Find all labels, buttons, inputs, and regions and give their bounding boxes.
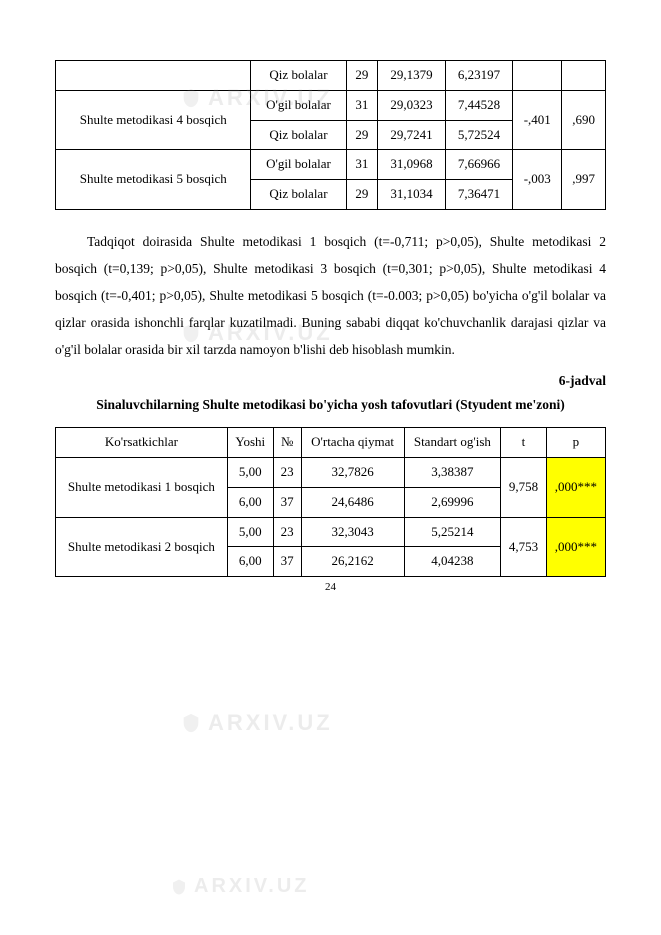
cell-group: O'gil bolalar [251,150,346,180]
cell-label: Shulte metodikasi 5 bosqich [56,150,251,210]
cell-t: -,003 [513,150,562,210]
table-row: Shulte metodikasi 5 bosqich O'gil bolala… [56,150,606,180]
cell-mean: 26,2162 [301,547,404,577]
col-sd: Standart og'ish [404,428,501,458]
cell-age: 5,00 [227,517,273,547]
cell-sd: 5,72524 [445,120,513,150]
cell-mean: 32,3043 [301,517,404,547]
cell-sd: 4,04238 [404,547,501,577]
cell-p: ,997 [562,150,606,210]
cell-n: 23 [273,517,301,547]
col-age: Yoshi [227,428,273,458]
table-number-label: 6-jadval [55,373,606,389]
cell-n: 31 [346,90,378,120]
cell-group: Qiz bolalar [251,120,346,150]
col-p: p [546,428,605,458]
cell-sd: 7,44528 [445,90,513,120]
cell-n: 31 [346,150,378,180]
watermark-logo: ARXIV.UZ [180,710,333,736]
cell-age: 6,00 [227,487,273,517]
cell-group: O'gil bolalar [251,90,346,120]
col-indicators: Ko'rsatkichlar [56,428,228,458]
cell-mean: 29,7241 [378,120,446,150]
cell-label: Shulte metodikasi 4 bosqich [56,90,251,150]
page-number: 24 [0,581,661,593]
cell-age: 5,00 [227,458,273,488]
table-shulte-age: Ko'rsatkichlar Yoshi № O'rtacha qiymat S… [55,427,606,577]
cell-mean: 31,0968 [378,150,446,180]
cell-p-highlighted: ,000*** [546,517,605,577]
col-n: № [273,428,301,458]
col-mean: O'rtacha qiymat [301,428,404,458]
cell-mean: 24,6486 [301,487,404,517]
cell-sd: 2,69996 [404,487,501,517]
cell-mean: 32,7826 [301,458,404,488]
cell-age: 6,00 [227,547,273,577]
cell-n: 37 [273,547,301,577]
cell-label: Shulte metodikasi 2 bosqich [56,517,228,577]
cell-p-highlighted: ,000*** [546,458,605,518]
cell-group: Qiz bolalar [251,61,346,91]
table-caption: Sinaluvchilarning Shulte metodikasi bo'y… [55,393,606,417]
cell-group: Qiz bolalar [251,180,346,210]
watermark-text: ARXIV.UZ [194,875,310,898]
table-header-row: Ko'rsatkichlar Yoshi № O'rtacha qiymat S… [56,428,606,458]
cell-p: ,690 [562,90,606,150]
cell-n: 23 [273,458,301,488]
cell-sd: 6,23197 [445,61,513,91]
watermark-logo: ARXIV.UZ [170,875,310,898]
cell-n: 29 [346,61,378,91]
cell-sd: 5,25214 [404,517,501,547]
cell-mean: 31,1034 [378,180,446,210]
cell-t: 4,753 [501,517,546,577]
cell-t: -,401 [513,90,562,150]
cell-t: 9,758 [501,458,546,518]
cell-sd: 3,38387 [404,458,501,488]
cell-n: 37 [273,487,301,517]
table-row: Qiz bolalar 29 29,1379 6,23197 [56,61,606,91]
cell-n: 29 [346,120,378,150]
table-row: Shulte metodikasi 2 bosqich 5,00 23 32,3… [56,517,606,547]
body-paragraph: Tadqiqot doirasida Shulte metodikasi 1 b… [55,228,606,363]
cell-sd: 7,66966 [445,150,513,180]
table-shulte-gender: Qiz bolalar 29 29,1379 6,23197 Shulte me… [55,60,606,210]
cell-label: Shulte metodikasi 1 bosqich [56,458,228,518]
table-row: Shulte metodikasi 4 bosqich O'gil bolala… [56,90,606,120]
cell-mean: 29,0323 [378,90,446,120]
cell-mean: 29,1379 [378,61,446,91]
table-row: Shulte metodikasi 1 bosqich 5,00 23 32,7… [56,458,606,488]
cell-sd: 7,36471 [445,180,513,210]
col-t: t [501,428,546,458]
cell-n: 29 [346,180,378,210]
watermark-text: ARXIV.UZ [208,710,333,736]
